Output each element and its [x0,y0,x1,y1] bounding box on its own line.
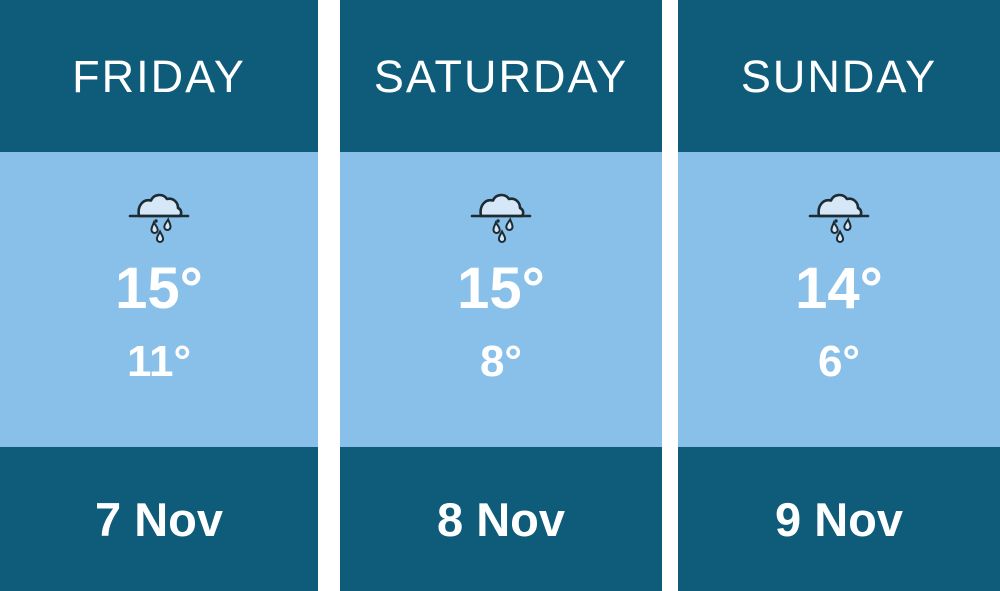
high-temperature: 14° [795,256,883,321]
date-footer: 7 Nov [0,447,318,591]
day-header: SATURDAY [340,0,662,152]
date-label: 7 Nov [95,492,223,546]
forecast-body: 15° 11° [0,152,318,447]
day-label: SUNDAY [740,50,938,102]
low-temperature: 11° [126,337,192,386]
forecast-body: 14° 6° [678,152,1000,447]
rain-cloud-icon [470,193,532,243]
forecast-card-saturday: SATURDAY 15° 8° 8 Nov [340,0,662,591]
date-footer: 8 Nov [340,447,662,591]
high-temperature: 15° [457,256,545,321]
day-header: FRIDAY [0,0,318,152]
forecast-body: 15° 8° [340,152,662,447]
date-label: 8 Nov [437,492,565,546]
rain-cloud-icon [808,193,870,243]
high-temperature: 15° [115,256,203,321]
low-temperature: 8° [479,337,523,386]
date-footer: 9 Nov [678,447,1000,591]
day-label: FRIDAY [72,50,246,102]
forecast-card-sunday: SUNDAY 14° 6° 9 Nov [678,0,1000,591]
forecast-card-friday: FRIDAY 15° 11° 7 Nov [0,0,318,591]
day-header: SUNDAY [678,0,1000,152]
day-label: SATURDAY [373,50,629,102]
low-temperature: 6° [817,337,861,386]
rain-cloud-icon [128,193,190,243]
date-label: 9 Nov [775,492,903,546]
